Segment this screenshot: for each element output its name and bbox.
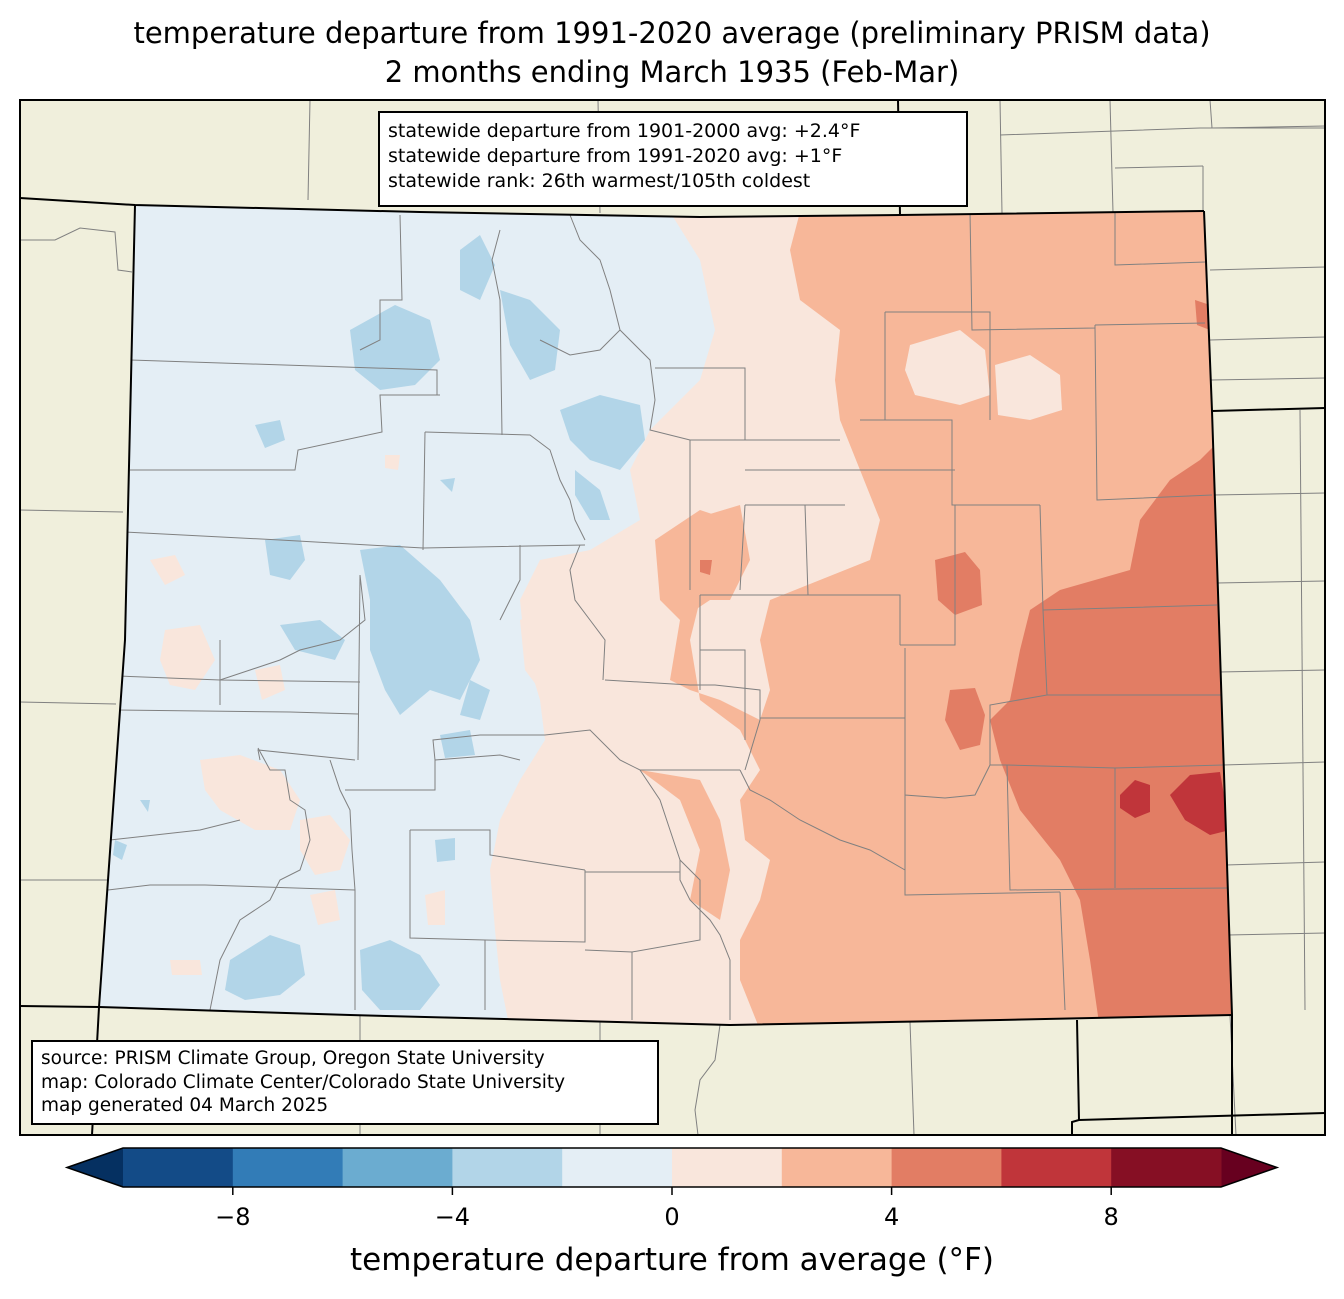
zone-2-4 [655, 510, 730, 620]
zone-4-6 [700, 560, 712, 575]
colorbar-bin [123, 1148, 234, 1187]
colorbar-bin [342, 1148, 453, 1187]
neighbor-county-lines [20, 100, 1325, 1135]
colorbar-bin [562, 1148, 673, 1187]
colorbar-under-arrow [67, 1148, 123, 1187]
colorbar-tick-label: −4 [434, 1203, 471, 1231]
zone-minus4-minus2 [113, 235, 645, 1010]
colorbar-over-arrow [1221, 1148, 1277, 1187]
zone-4-6 [1195, 300, 1210, 330]
map-frame [19, 99, 1326, 1136]
stats-line-rank: statewide rank: 26th warmest/105th colde… [388, 170, 811, 192]
map-subtitle: 2 months ending March 1935 (Feb-Mar) [384, 55, 960, 89]
colorbar-outline [64, 1147, 1280, 1188]
source-box: source: PRISM Climate Group, Oregon Stat… [31, 1040, 659, 1125]
statewide-stats-box: statewide departure from 1901-2000 avg: … [378, 111, 968, 207]
colorbar-bin [1111, 1148, 1222, 1187]
county-lines [107, 211, 1229, 1020]
zone-0-2-blob [995, 355, 1062, 420]
stats-line-departure-1991: statewide departure from 1991-2020 avg: … [388, 145, 843, 167]
stats-line-departure-1901: statewide departure from 1901-2000 avg: … [388, 120, 861, 142]
colorbar-bin [891, 1148, 1002, 1187]
colorbar-bin [672, 1148, 783, 1187]
zone-2-4 [640, 770, 730, 920]
zone-4-6 [935, 552, 982, 615]
colorbar-bin [781, 1148, 893, 1187]
colorbar-bin [452, 1148, 563, 1187]
zone-0-2-west [150, 455, 555, 975]
zone-6-8 [1120, 780, 1150, 818]
zone-6-8 [1170, 772, 1230, 835]
colorbar-bin [232, 1148, 344, 1187]
state-borders [19, 99, 1326, 1136]
source-line-generated: map generated 04 March 2025 [41, 1095, 329, 1116]
colorbar-tick-label: −8 [215, 1203, 251, 1231]
colorbar-label: temperature departure from average (°F) [350, 1242, 994, 1278]
source-line-map: map: Colorado Climate Center/Colorado St… [41, 1071, 566, 1093]
source-line-prism: source: PRISM Climate Group, Oregon Stat… [41, 1048, 545, 1069]
colorbar-tick-label: 0 [664, 1203, 680, 1231]
zone-4-6 [945, 688, 985, 750]
colorbar-bin [1001, 1148, 1112, 1187]
map-title: temperature departure from 1991-2020 ave… [133, 16, 1211, 50]
colorbar-tick-label: 4 [883, 1203, 900, 1231]
colorbar-tick-label: 8 [1103, 1203, 1119, 1231]
zone-0-2-blob [905, 330, 990, 405]
zone-4-6 [990, 420, 1232, 1025]
